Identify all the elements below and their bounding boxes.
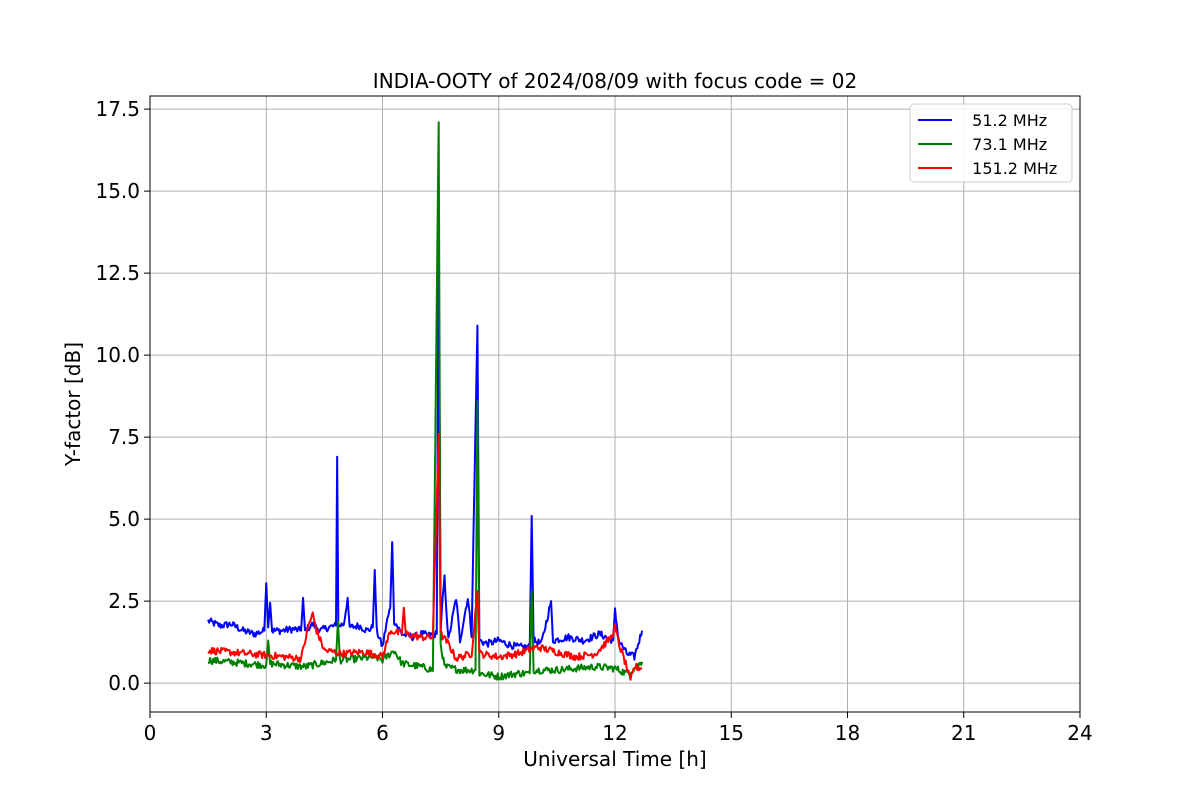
legend-label-2: 151.2 MHz: [962, 159, 1057, 178]
y-tick-label: 5.0: [108, 507, 140, 531]
series-layer: [207, 121, 644, 681]
chart-title: INDIA-OOTY of 2024/08/09 with focus code…: [373, 69, 857, 93]
y-tick-label: 0.0: [108, 671, 140, 695]
x-tick-label: 3: [260, 721, 273, 745]
legend-label-0: 51.2 MHz: [962, 111, 1047, 130]
x-tick-label: 6: [376, 721, 389, 745]
x-axis-label: Universal Time [h]: [523, 747, 706, 771]
y-tick-label: 12.5: [95, 261, 140, 285]
legend: 51.2 MHz 73.1 MHz 151.2 MHz: [909, 103, 1073, 183]
x-tick-label: 0: [144, 721, 157, 745]
x-tick-label: 9: [492, 721, 505, 745]
x-tick-label: 15: [719, 721, 744, 745]
grid: [149, 96, 1081, 712]
legend-box: [909, 103, 1073, 183]
x-tick-label: 21: [951, 721, 976, 745]
legend-label-1: 73.1 MHz: [962, 135, 1047, 154]
series-line-2: [207, 432, 643, 681]
series-line-1: [207, 121, 644, 681]
y-tick-label: 2.5: [108, 589, 140, 613]
x-tick-label: 24: [1067, 721, 1092, 745]
series-line-0: [207, 239, 644, 661]
y-tick-label: 10.0: [95, 343, 140, 367]
y-tick-label: 15.0: [95, 179, 140, 203]
ticks: 0 3 6 9 12 15 18 21 24 0.0 2.5 5.0 7.5 10.0 12.5 15.0 17…: [95, 97, 1092, 745]
x-tick-label: 12: [602, 721, 627, 745]
x-tick-label: 18: [835, 721, 860, 745]
y-axis-label: Y-factor [dB]: [61, 342, 85, 467]
y-tick-label: 7.5: [108, 425, 140, 449]
y-tick-label: 17.5: [95, 97, 140, 121]
